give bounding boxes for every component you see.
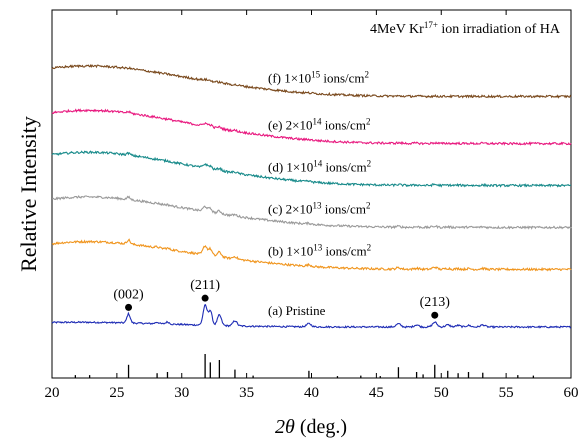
- series-label: (e) 2×1014 ions/cm2: [268, 117, 370, 133]
- series-line: [51, 64, 572, 99]
- series-label: (d) 1×1014 ions/cm2: [268, 159, 371, 175]
- series-label: (a) Pristine: [268, 303, 326, 318]
- x-tick-label: 20: [45, 385, 60, 401]
- x-tick-label: 55: [499, 385, 514, 401]
- x-tick-label: 40: [304, 385, 319, 401]
- peak-label: (211): [190, 278, 220, 293]
- x-tick-label: 25: [109, 385, 124, 401]
- y-axis-label: Relative Intensity: [16, 116, 41, 272]
- x-tick-label: 30: [174, 385, 189, 401]
- series-label: (b) 1×1013 ions/cm2: [268, 242, 371, 258]
- x-tick-label: 35: [239, 385, 254, 401]
- peak-dot: [431, 311, 439, 319]
- series-line: [51, 108, 572, 147]
- curve-labels: (a) Pristine (b) 1×1013 ions/cm2 (c) 2×101…: [268, 69, 371, 318]
- x-tick-label: 45: [369, 385, 384, 401]
- peak-label: (213): [420, 295, 451, 310]
- chart-title: 4MeV Kr17+ ion irradiation of HA: [370, 20, 561, 37]
- reference-pattern: [74, 354, 535, 378]
- x-axis-ticks: 20 25 30 35 40 45 50 55 60: [45, 10, 579, 401]
- peak-markers: (002) (211) (213): [113, 278, 450, 319]
- curves: [51, 64, 572, 329]
- series-line: [51, 304, 572, 329]
- series-label: (f) 1×1015 ions/cm2: [268, 69, 369, 85]
- peak-dot: [125, 303, 133, 311]
- x-tick-label: 60: [564, 385, 579, 401]
- peak-dot: [201, 294, 209, 302]
- x-tick-label: 50: [434, 385, 449, 401]
- series-line: [51, 238, 572, 272]
- x-axis-label: 2θ (deg.): [275, 416, 347, 438]
- peak-label: (002): [113, 287, 144, 302]
- series-line: [52, 195, 572, 230]
- plot-frame: [51, 9, 572, 379]
- series-line: [51, 150, 572, 188]
- series-label: (c) 2×1013 ions/cm2: [268, 200, 370, 216]
